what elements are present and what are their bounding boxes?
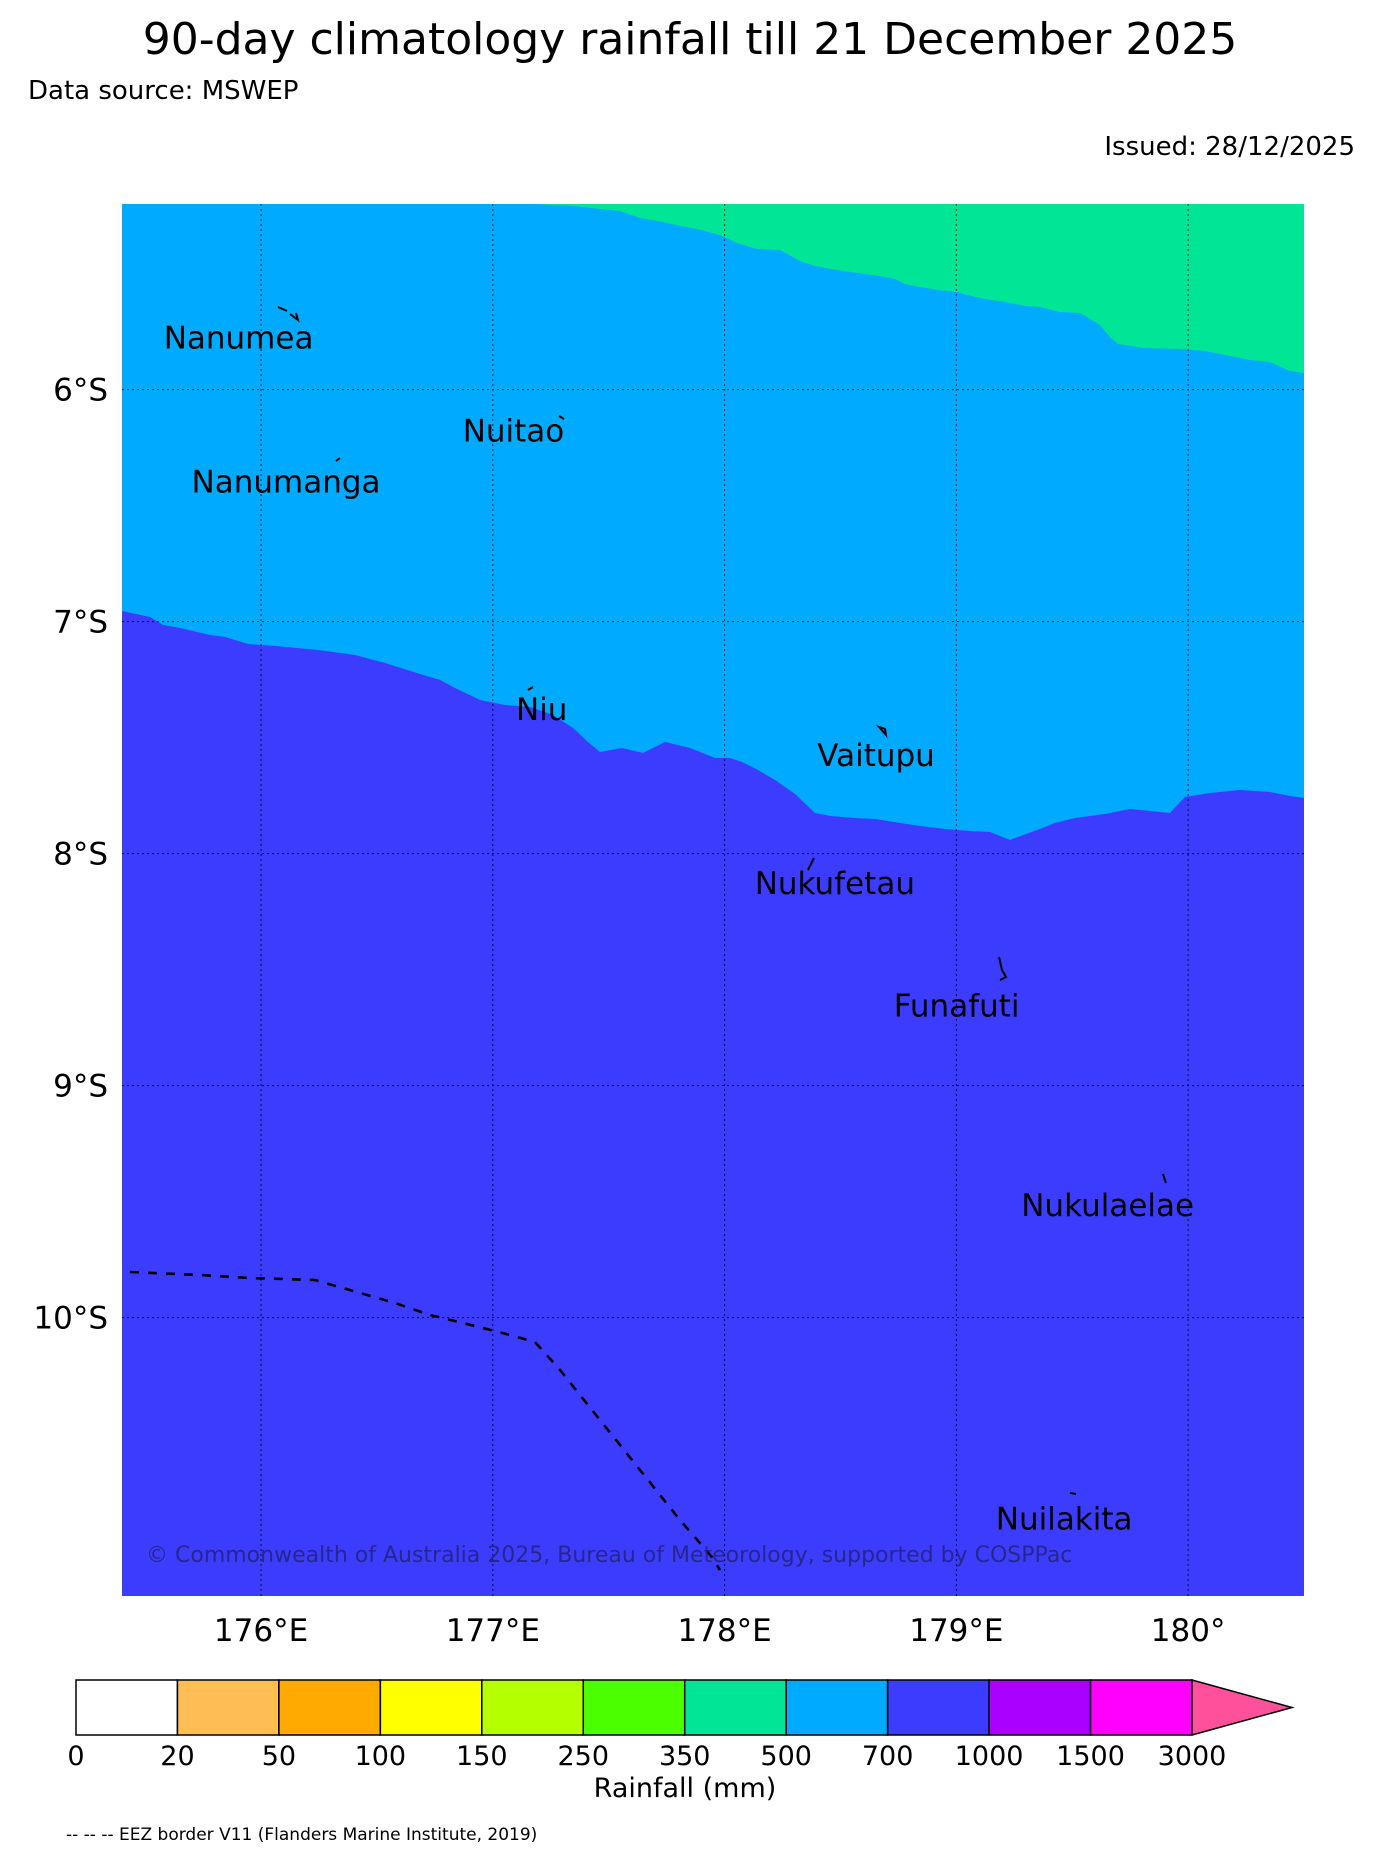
issued-date: Issued: 28/12/2025 xyxy=(1104,132,1355,162)
colorbar-swatch xyxy=(75,1679,179,1736)
nuilakita-island xyxy=(1069,1492,1077,1495)
colorbar-swatch xyxy=(278,1679,382,1736)
colorbar-swatch xyxy=(176,1679,280,1736)
colorbar-tick-label: 1500 xyxy=(1056,1741,1125,1772)
eez-border xyxy=(129,1270,722,1571)
nanumea-island xyxy=(277,306,300,323)
vaitupu-island xyxy=(875,724,888,739)
lat-tick-label: 6°S xyxy=(53,373,108,409)
colorbar-tick-label: 350 xyxy=(659,1741,711,1772)
colorbar-tick-label: 150 xyxy=(456,1741,508,1772)
nukufetau-island xyxy=(807,857,815,871)
lon-tick-label: 179°E xyxy=(909,1613,1003,1649)
colorbar-swatch xyxy=(379,1679,483,1736)
data-source: Data source: MSWEP xyxy=(28,76,299,106)
place-label: Nanumea xyxy=(164,321,314,357)
lon-tick-label: 178°E xyxy=(677,1613,771,1649)
rainfall-zone-350-500 xyxy=(535,204,1304,373)
lat-tick-label: 9°S xyxy=(53,1069,108,1105)
lon-tick-label: 176°E xyxy=(214,1613,308,1649)
place-label: Nukufetau xyxy=(755,866,915,902)
colorbar-swatch xyxy=(988,1679,1092,1736)
nukulaelae-island xyxy=(1162,1173,1167,1184)
colorbar-swatch xyxy=(785,1679,889,1736)
place-label: Nuilakita xyxy=(996,1501,1133,1537)
colorbar-swatch xyxy=(683,1679,787,1736)
colorbar-tick-label: 0 xyxy=(67,1741,84,1772)
colorbar-extend-arrow xyxy=(1191,1679,1295,1736)
lat-tick-label: 7°S xyxy=(53,605,108,641)
map-panel: Nanumea Nuitao Nanumanga Niu Vaitupu Nukufeta… xyxy=(33,204,1304,1649)
nanumanga-island xyxy=(335,457,341,462)
copyright-notice: © Commonwealth of Australia 2025, Bureau… xyxy=(146,1543,1072,1568)
colorbar-swatch xyxy=(1089,1679,1193,1736)
lat-tick-label: 10°S xyxy=(33,1301,108,1337)
colorbar-tick-label: 50 xyxy=(262,1741,296,1772)
place-label: Funafuti xyxy=(894,989,1020,1025)
axis-tick-labels: 176°E 177°E 178°E 179°E 180° 6°S 7°S 8°S 9°S 10°S xyxy=(33,373,1225,1649)
funafuti-island xyxy=(998,956,1008,981)
lat-tick-label: 8°S xyxy=(53,837,108,873)
place-label: Nuitao xyxy=(463,413,565,449)
colorbar-swatch xyxy=(886,1679,990,1736)
island-outlines xyxy=(277,306,1167,1495)
colorbar-tick-label: 20 xyxy=(160,1741,194,1772)
colorbar-tick-label: 250 xyxy=(557,1741,609,1772)
colorbar-tick-label: 500 xyxy=(760,1741,812,1772)
niu-island xyxy=(527,686,534,691)
place-label: Niu xyxy=(516,692,567,728)
lon-tick-label: 180° xyxy=(1151,1613,1226,1649)
colorbar-swatch xyxy=(582,1679,686,1736)
colorbar-tick-label: 3000 xyxy=(1158,1741,1227,1772)
colorbar-swatch xyxy=(481,1679,585,1736)
eez-credit-note: -- -- -- EEZ border V11 (Flanders Marine… xyxy=(66,1825,538,1845)
colorbar-label: Rainfall (mm) xyxy=(594,1773,777,1804)
graticule xyxy=(122,204,1304,1596)
lon-tick-label: 177°E xyxy=(446,1613,540,1649)
place-label: Vaitupu xyxy=(817,738,935,774)
colorbar-tick-label: 100 xyxy=(355,1741,407,1772)
nuitao-island xyxy=(558,415,565,420)
place-label: Nanumanga xyxy=(192,464,381,500)
rainfall-zone-500-700 xyxy=(122,204,1304,840)
colorbar-tick-label: 700 xyxy=(862,1741,914,1772)
colorbar-tick-label: 1000 xyxy=(955,1741,1024,1772)
place-label: Nukulaelae xyxy=(1021,1188,1194,1224)
colorbar-legend: 0 20 50 100 150 250 350 500 700 1000 1500 3000 xyxy=(67,1679,1295,1772)
place-labels: Nanumea Nuitao Nanumanga Niu Vaitupu Nukufeta… xyxy=(164,321,1194,1538)
map-title: 90-day climatology rainfall till 21 Dece… xyxy=(142,14,1238,65)
